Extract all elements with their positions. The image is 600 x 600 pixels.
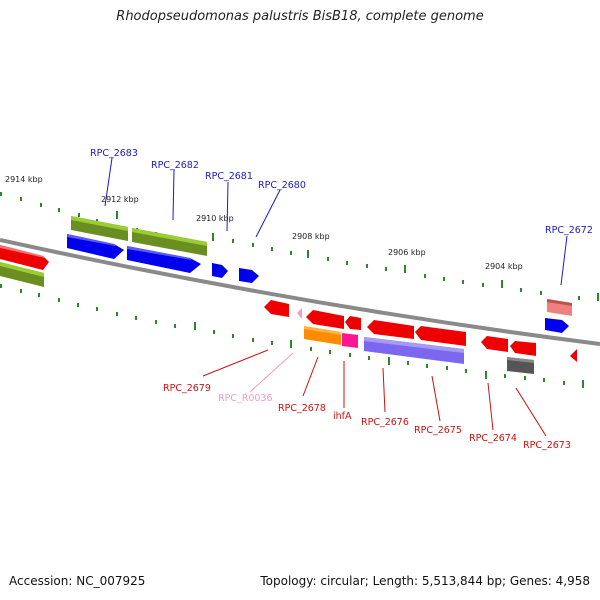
gene-blue-2683[interactable] <box>67 234 124 259</box>
gene-label-rpc-2676[interactable]: RPC_2676 <box>361 417 409 428</box>
genome-backbone <box>0 238 600 346</box>
tick-label-2914: 2914 kbp <box>5 175 43 184</box>
rna-callout <box>249 352 294 393</box>
gene-red-2679[interactable] <box>264 300 289 317</box>
gene-label-rpc-2675[interactable]: RPC_2675 <box>414 425 462 436</box>
gene-blue-2681[interactable] <box>212 263 228 278</box>
gene-red-left[interactable] <box>0 245 49 270</box>
gene-red-2677[interactable] <box>345 316 361 330</box>
gene-orange-2678[interactable] <box>304 326 341 345</box>
gene-blue-2682[interactable] <box>127 246 201 273</box>
gene-olive-2682[interactable] <box>132 228 207 256</box>
gene-label-rpc-2674[interactable]: RPC_2674 <box>469 433 517 444</box>
gene-rna-R0036[interactable] <box>297 308 302 319</box>
gene-purple-2676[interactable] <box>364 337 464 364</box>
gene-label-rpc-2681[interactable]: RPC_2681 <box>205 171 253 182</box>
gene-red-2678[interactable] <box>306 310 344 329</box>
tick-label-2906: 2906 kbp <box>388 248 426 257</box>
tick-label-2908: 2908 kbp <box>292 232 330 241</box>
gene-gray-2673[interactable] <box>507 357 534 374</box>
tick-label-2912: 2912 kbp <box>101 195 139 204</box>
gene-olive-2683[interactable] <box>71 216 128 241</box>
plus-callouts <box>104 157 568 286</box>
page-title: Rhodopseudomonas palustris BisB18, compl… <box>116 9 484 24</box>
gene-blue-2672[interactable] <box>545 318 569 333</box>
gene-label-rpc-r0036[interactable]: RPC_R0036 <box>218 393 273 404</box>
gene-red-2674[interactable] <box>481 336 508 352</box>
accession-text: Accession: NC_007925 <box>9 574 146 588</box>
gene-label-rpc-2672[interactable]: RPC_2672 <box>545 225 593 236</box>
genome-summary-text: Topology: circular; Length: 5,513,844 bp… <box>260 574 590 588</box>
gene-red-2676[interactable] <box>367 320 414 339</box>
gene-red-2675[interactable] <box>415 326 466 346</box>
gene-label-rpc-2679[interactable]: RPC_2679 <box>163 383 211 394</box>
gene-label-rpc-2680[interactable]: RPC_2680 <box>258 180 306 191</box>
gene-blue-2680[interactable] <box>239 268 259 283</box>
gene-magenta-ihfA[interactable] <box>342 333 358 348</box>
gene-pink-2672[interactable] <box>547 299 572 316</box>
gene-red-2673[interactable] <box>510 341 536 356</box>
tick-label-2910: 2910 kbp <box>196 214 234 223</box>
lower-tick-track <box>0 284 584 388</box>
gene-label-rpc-2682[interactable]: RPC_2682 <box>151 160 199 171</box>
gene-label-rpc-2678[interactable]: RPC_2678 <box>278 403 326 414</box>
gene-label-rpc-2683[interactable]: RPC_2683 <box>90 148 138 159</box>
tick-label-2904: 2904 kbp <box>485 262 523 271</box>
minus-callouts <box>202 349 547 437</box>
gene-olive-left[interactable] <box>0 262 44 287</box>
gene-label-ihfa[interactable]: ihfA <box>333 411 352 422</box>
gene-label-rpc-2673[interactable]: RPC_2673 <box>523 440 571 451</box>
gene-red-right[interactable] <box>570 349 577 362</box>
